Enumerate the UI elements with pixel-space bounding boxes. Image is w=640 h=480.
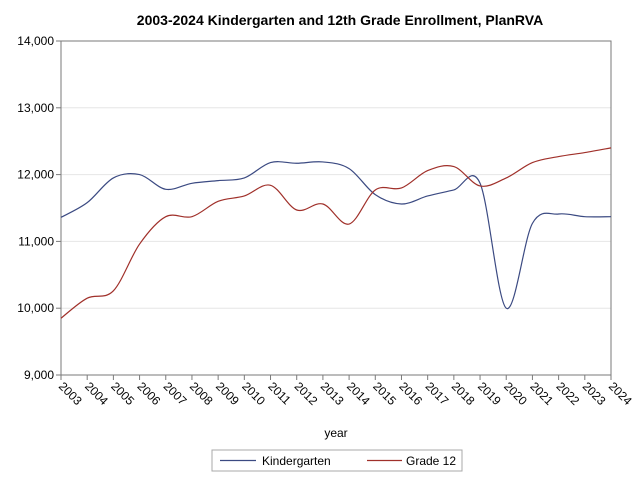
legend-label: Grade 12 (406, 454, 456, 468)
x-tick-label: 2010 (239, 379, 268, 408)
x-tick-label: 2012 (292, 379, 321, 408)
x-axis: 2003200420052006200720082009201020112012… (56, 375, 635, 408)
x-tick-label: 2019 (475, 379, 504, 408)
x-tick-label: 2003 (56, 379, 85, 408)
chart-title: 2003-2024 Kindergarten and 12th Grade En… (137, 12, 543, 28)
x-tick-label: 2022 (554, 379, 583, 408)
legend-label: Kindergarten (262, 454, 331, 468)
x-tick-label: 2006 (134, 379, 163, 408)
x-tick-label: 2023 (580, 379, 609, 408)
x-tick-label: 2015 (370, 379, 399, 408)
x-tick-label: 2005 (108, 379, 137, 408)
x-tick-label: 2011 (265, 379, 293, 407)
x-tick-label: 2018 (449, 379, 478, 408)
y-axis: 9,000 10,000 11,000 12,000 13,000 14,000 (17, 34, 61, 382)
y-tick-label: 9,000 (24, 368, 54, 382)
x-tick-label: 2014 (344, 379, 373, 408)
x-tick-label: 2020 (501, 379, 530, 408)
legend: Kindergarten Grade 12 (211, 449, 463, 472)
series-line-kindergarten (60, 161, 612, 309)
x-tick-label: 2013 (318, 379, 347, 408)
legend-box (211, 449, 463, 472)
series-lines (60, 147, 612, 319)
x-axis-title: year (324, 426, 347, 440)
y-tick-label: 12,000 (17, 168, 54, 182)
x-tick-label: 2017 (423, 379, 452, 408)
x-tick-label: 2007 (161, 379, 190, 408)
x-tick-label: 2016 (396, 379, 425, 408)
grid-lines (61, 40, 611, 376)
y-tick-label: 14,000 (17, 34, 54, 48)
series-line-grade-12 (60, 147, 612, 319)
x-tick-label: 2008 (187, 379, 216, 408)
y-tick-label: 10,000 (17, 301, 54, 315)
y-tick-label: 11,000 (18, 234, 54, 248)
x-tick-label: 2009 (213, 379, 242, 408)
x-tick-label: 2024 (606, 379, 635, 408)
x-tick-label: 2004 (82, 379, 111, 408)
x-tick-label: 2021 (527, 379, 556, 408)
y-tick-label: 13,000 (17, 101, 54, 115)
plot-frame (60, 40, 612, 376)
